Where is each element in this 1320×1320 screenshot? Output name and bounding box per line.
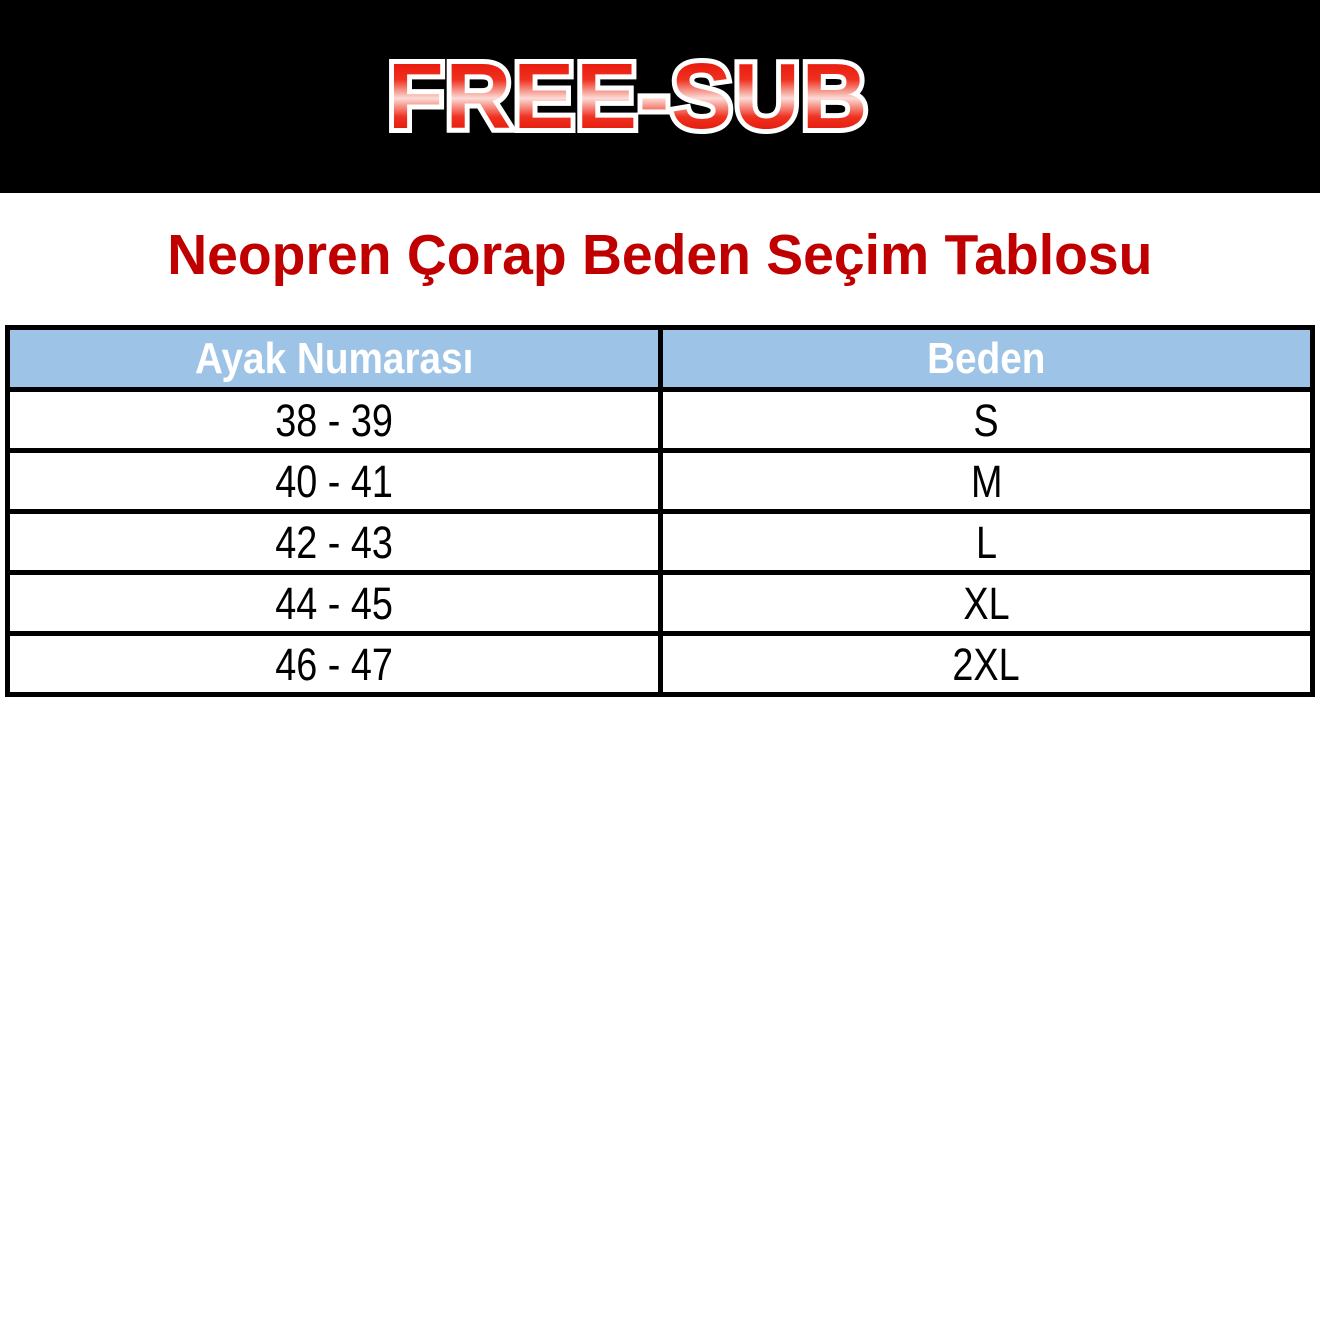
foot-size-cell: 44 - 45	[5, 570, 663, 636]
table-row: 44 - 45 XL	[5, 570, 1315, 636]
page-title-text: Neopren Çorap Beden Seçim Tablosu	[167, 223, 1153, 287]
page-title: Neopren Çorap Beden Seçim Tablosu	[0, 222, 1320, 288]
size-chart-table: Ayak Numarası Beden 38 - 39 S	[5, 325, 1315, 697]
table-row: 38 - 39 S	[5, 387, 1315, 453]
freesub-logo-text: FREE-SUB	[388, 44, 870, 148]
size-cell: XL	[657, 570, 1315, 636]
foot-size-value: 38 - 39	[274, 394, 393, 446]
size-value: M	[970, 455, 1003, 507]
column-header-size: Beden	[657, 325, 1315, 392]
foot-size-cell: 42 - 43	[5, 509, 663, 575]
size-value: L	[975, 516, 997, 568]
size-chart: Ayak Numarası Beden 38 - 39 S	[5, 325, 1315, 697]
foot-size-value: 42 - 43	[274, 516, 393, 568]
foot-size-cell: 46 - 47	[5, 631, 663, 697]
freesub-logo: FREE-SUB FREE-SUB	[383, 44, 872, 148]
foot-size-value: 44 - 45	[274, 577, 393, 629]
table-row: 46 - 47 2XL	[5, 631, 1315, 697]
size-cell: 2XL	[657, 631, 1315, 697]
foot-size-value: 46 - 47	[274, 638, 393, 690]
column-header-foot-size-label: Ayak Numarası	[194, 333, 473, 383]
table-row: 42 - 43 L	[5, 509, 1315, 575]
brand-banner: FREE-SUB FREE-SUB	[0, 0, 1320, 193]
freesub-logo-outline: FREE-SUB	[383, 45, 872, 148]
size-value: S	[973, 394, 999, 446]
header-row: Ayak Numarası Beden	[5, 325, 1315, 392]
foot-size-cell: 38 - 39	[5, 387, 663, 453]
size-value: 2XL	[952, 638, 1020, 690]
size-cell: M	[657, 448, 1315, 514]
table-row: 40 - 41 M	[5, 448, 1315, 514]
size-cell: L	[657, 509, 1315, 575]
column-header-size-label: Beden	[927, 333, 1046, 383]
size-value: XL	[963, 577, 1010, 629]
foot-size-value: 40 - 41	[274, 455, 393, 507]
foot-size-cell: 40 - 41	[5, 448, 663, 514]
size-cell: S	[657, 387, 1315, 453]
column-header-foot-size: Ayak Numarası	[5, 325, 663, 392]
